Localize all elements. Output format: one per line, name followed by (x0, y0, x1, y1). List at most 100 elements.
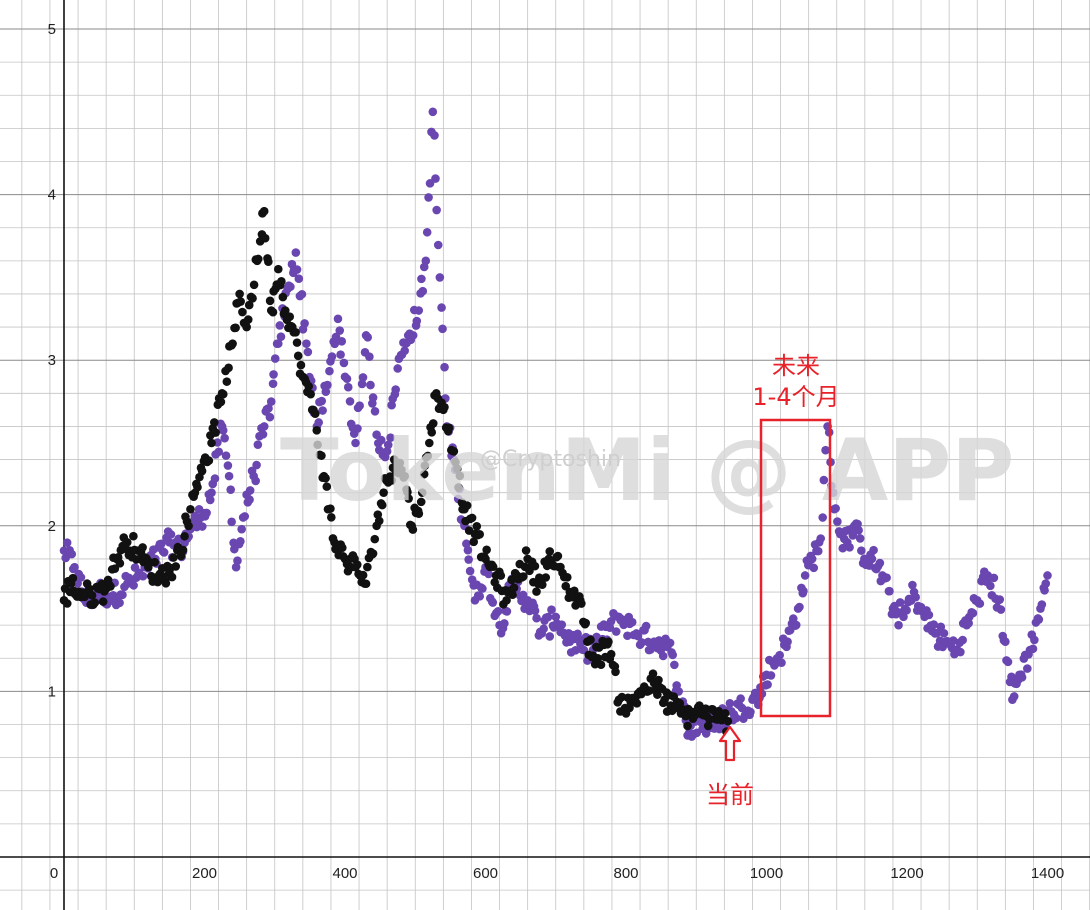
data-point (845, 543, 854, 552)
data-point (291, 248, 301, 257)
data-point (472, 521, 482, 531)
data-point (248, 294, 257, 303)
data-point (249, 280, 259, 290)
data-point (425, 438, 434, 448)
data-point (376, 435, 386, 445)
data-point (207, 488, 216, 497)
data-point (606, 649, 616, 659)
data-point (304, 381, 314, 391)
data-point (314, 418, 323, 427)
data-point (857, 546, 866, 555)
data-point (363, 562, 372, 572)
data-point (358, 373, 368, 382)
data-point (266, 397, 276, 406)
data-point (138, 571, 148, 581)
data-point (653, 690, 662, 699)
data-point (218, 426, 228, 435)
data-point (76, 573, 86, 582)
x-tick-labels: 0 200 400 600 800 1000 1200 1400 (50, 865, 1064, 882)
data-point (325, 366, 334, 376)
data-point (277, 276, 286, 286)
data-point (725, 698, 735, 708)
data-point (317, 396, 327, 406)
data-point (581, 618, 591, 628)
data-point (675, 698, 685, 708)
data-point (417, 488, 427, 497)
data-point (403, 487, 412, 497)
watermark-sub: @Cryptoshin (480, 447, 621, 472)
data-point (989, 573, 999, 583)
data-point (683, 721, 692, 731)
data-point (541, 573, 551, 582)
data-point (231, 562, 241, 572)
data-point (198, 522, 207, 531)
data-point (138, 543, 147, 552)
current-annotation: 当前 (706, 725, 754, 809)
data-point (632, 699, 642, 708)
data-point (783, 637, 792, 647)
data-point (87, 591, 97, 600)
data-point (264, 257, 273, 267)
data-point (723, 716, 733, 726)
data-point (562, 572, 572, 582)
data-point (586, 635, 595, 645)
data-point (543, 612, 553, 622)
data-point (169, 553, 178, 562)
data-point (763, 680, 772, 689)
data-point (438, 324, 447, 334)
data-point (475, 529, 485, 539)
future-annotation: 未来 1-4个月 (752, 352, 840, 718)
data-point (539, 624, 548, 634)
data-point (321, 387, 331, 396)
data-point (70, 562, 79, 572)
data-point (437, 303, 446, 312)
data-point (478, 584, 487, 593)
data-point (875, 558, 885, 568)
data-point (668, 650, 677, 660)
data-point (417, 274, 426, 284)
data-point (323, 380, 332, 390)
data-point (670, 660, 679, 670)
data-point (462, 501, 472, 510)
data-point (454, 483, 463, 492)
data-point (521, 546, 531, 555)
data-point (357, 379, 367, 389)
data-point (244, 300, 254, 310)
data-point (936, 622, 946, 632)
data-point (333, 314, 343, 324)
data-point (221, 451, 231, 460)
data-point (62, 538, 72, 548)
data-point (464, 555, 473, 564)
data-point (222, 377, 232, 386)
data-point (867, 554, 877, 564)
data-point (193, 482, 202, 492)
data-point (336, 350, 345, 359)
data-point (387, 476, 396, 485)
data-point (404, 494, 413, 503)
data-point (500, 619, 509, 628)
data-point (207, 438, 216, 448)
data-point (118, 590, 127, 600)
data-point (224, 471, 234, 481)
data-point (596, 660, 606, 670)
data-point (351, 438, 360, 448)
data-point (956, 647, 965, 657)
data-point (821, 445, 830, 455)
data-point (1017, 673, 1027, 682)
data-point (68, 573, 78, 583)
data-point (553, 551, 563, 561)
data-point (245, 486, 255, 495)
data-point (715, 724, 724, 734)
data-point (231, 323, 240, 333)
x-tick-label: 800 (613, 865, 638, 882)
data-point (571, 645, 580, 655)
data-point (423, 451, 433, 461)
data-point (440, 362, 449, 372)
data-point (530, 606, 540, 616)
data-point (1009, 692, 1019, 701)
data-point (345, 397, 355, 406)
data-point (509, 583, 519, 592)
data-point (218, 389, 228, 399)
data-point (264, 404, 273, 413)
